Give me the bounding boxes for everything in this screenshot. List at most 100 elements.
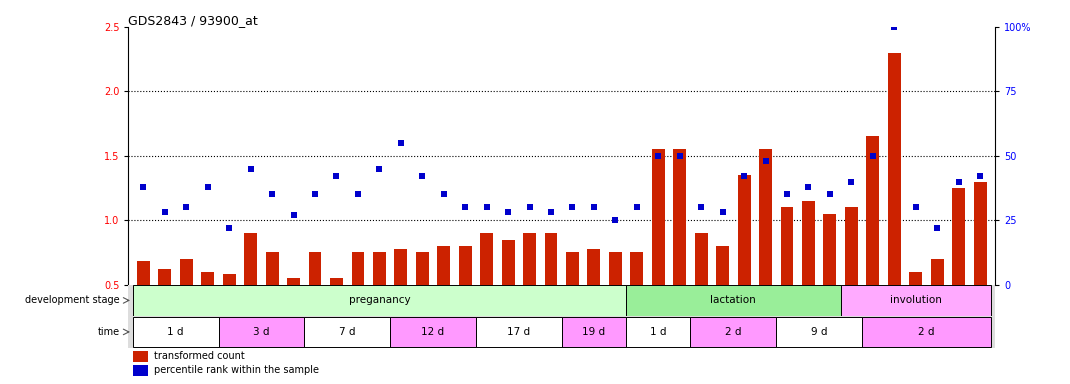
- Bar: [974, 182, 987, 349]
- Bar: [562, 317, 626, 347]
- Point: [135, 184, 152, 190]
- Point: [263, 191, 280, 197]
- Bar: [626, 285, 841, 316]
- Bar: [133, 365, 149, 376]
- Bar: [502, 240, 515, 349]
- Text: 1 d: 1 d: [167, 327, 184, 337]
- Bar: [352, 252, 365, 349]
- Point: [393, 140, 410, 146]
- Bar: [609, 252, 622, 349]
- Point: [178, 204, 195, 210]
- Point: [220, 225, 238, 231]
- Bar: [391, 317, 476, 347]
- Bar: [545, 233, 557, 349]
- Bar: [244, 233, 257, 349]
- Bar: [737, 175, 750, 349]
- Text: percentile rank within the sample: percentile rank within the sample: [154, 365, 320, 375]
- Bar: [626, 317, 690, 347]
- Point: [478, 204, 495, 210]
- Bar: [523, 233, 536, 349]
- Point: [585, 204, 602, 210]
- Bar: [330, 278, 342, 349]
- Bar: [841, 285, 991, 316]
- Bar: [716, 246, 729, 349]
- Bar: [158, 269, 171, 349]
- Bar: [690, 317, 776, 347]
- Bar: [133, 317, 218, 347]
- Text: lactation: lactation: [710, 295, 756, 305]
- Bar: [304, 317, 391, 347]
- Point: [907, 204, 924, 210]
- Point: [306, 191, 323, 197]
- Bar: [776, 317, 862, 347]
- Point: [929, 225, 946, 231]
- Point: [800, 184, 817, 190]
- Bar: [952, 188, 965, 349]
- Point: [607, 217, 624, 223]
- Bar: [587, 248, 600, 349]
- Point: [521, 204, 538, 210]
- Point: [199, 184, 216, 190]
- Bar: [630, 252, 643, 349]
- Text: transformed count: transformed count: [154, 351, 245, 361]
- Text: 2 d: 2 d: [725, 327, 742, 337]
- Point: [779, 191, 796, 197]
- Bar: [888, 53, 901, 349]
- Bar: [137, 262, 150, 349]
- Text: involution: involution: [890, 295, 942, 305]
- Point: [242, 166, 259, 172]
- Text: 2 d: 2 d: [918, 327, 935, 337]
- Point: [950, 179, 967, 185]
- Point: [500, 209, 517, 215]
- Text: time: time: [97, 327, 120, 337]
- Point: [435, 191, 453, 197]
- Point: [865, 153, 882, 159]
- Bar: [759, 149, 771, 349]
- Point: [735, 173, 752, 179]
- Text: development stage: development stage: [25, 295, 120, 305]
- Bar: [133, 351, 149, 362]
- Bar: [265, 252, 278, 349]
- Text: 12 d: 12 d: [422, 327, 445, 337]
- Bar: [781, 207, 794, 349]
- Bar: [480, 233, 493, 349]
- Point: [542, 209, 560, 215]
- Bar: [931, 259, 944, 349]
- Bar: [694, 233, 707, 349]
- Bar: [476, 317, 562, 347]
- Text: 3 d: 3 d: [254, 327, 270, 337]
- Point: [843, 179, 860, 185]
- Bar: [566, 252, 579, 349]
- Point: [756, 158, 774, 164]
- Point: [285, 212, 302, 218]
- Bar: [673, 149, 686, 349]
- Bar: [824, 214, 837, 349]
- Bar: [133, 285, 626, 316]
- Bar: [395, 248, 408, 349]
- Bar: [867, 136, 880, 349]
- Text: GDS2843 / 93900_at: GDS2843 / 93900_at: [128, 14, 258, 27]
- Text: 19 d: 19 d: [582, 327, 606, 337]
- Bar: [459, 246, 472, 349]
- Point: [692, 204, 709, 210]
- Bar: [416, 252, 429, 349]
- Bar: [910, 272, 922, 349]
- Bar: [201, 272, 214, 349]
- Point: [371, 166, 388, 172]
- Point: [671, 153, 688, 159]
- Text: 1 d: 1 d: [651, 327, 667, 337]
- Point: [414, 173, 431, 179]
- Bar: [845, 207, 858, 349]
- Point: [972, 173, 989, 179]
- Bar: [223, 274, 235, 349]
- Bar: [287, 278, 300, 349]
- Point: [822, 191, 839, 197]
- Point: [628, 204, 645, 210]
- Text: 7 d: 7 d: [339, 327, 355, 337]
- Bar: [373, 252, 386, 349]
- Text: 9 d: 9 d: [811, 327, 827, 337]
- Text: preganancy: preganancy: [349, 295, 410, 305]
- Bar: [862, 317, 991, 347]
- Text: 17 d: 17 d: [507, 327, 531, 337]
- Point: [457, 204, 474, 210]
